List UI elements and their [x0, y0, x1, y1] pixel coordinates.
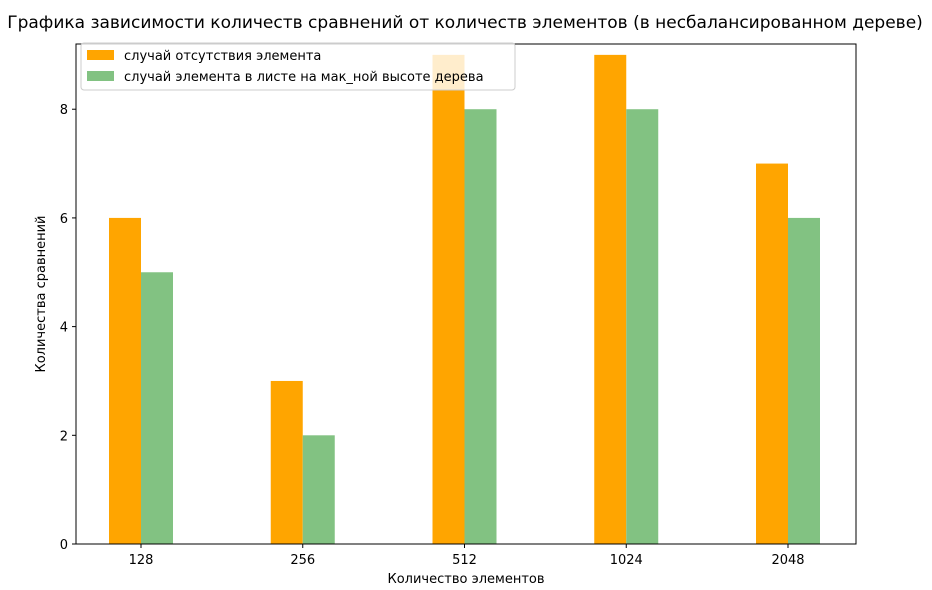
bar-series-1-128 — [109, 217, 141, 545]
y-tick-label-4: 4 — [60, 321, 68, 336]
bars-group — [109, 54, 820, 545]
legend-label-series-1: случай отсутствия элемента — [124, 49, 321, 64]
legend-swatch-series-2 — [87, 71, 114, 81]
chart-title: Графика зависимости количеств сравнений … — [7, 13, 923, 33]
x-axis-title: Количество элементов — [387, 572, 544, 587]
legend-swatch-series-1 — [87, 50, 114, 60]
x-tick-label-256: 256 — [290, 553, 315, 568]
legend-label-series-2: случай элемента в листе на мак_ной высот… — [124, 70, 484, 85]
bar-series-1-512 — [432, 54, 465, 544]
y-tick-label-8: 8 — [60, 103, 68, 118]
bar-series-1-1024 — [594, 54, 627, 544]
bar-series-2-2048 — [788, 217, 820, 545]
x-tick-label-1024: 1024 — [610, 553, 643, 568]
bar-series-2-1024 — [626, 109, 659, 544]
y-tick-label-6: 6 — [60, 212, 68, 227]
legend: случай отсутствия элемента случай элемен… — [80, 42, 516, 91]
y-axis-title: Количества сравнений — [34, 215, 49, 372]
y-axis-ticks: 0 2 4 6 8 — [60, 103, 76, 553]
bar-series-2-512 — [464, 109, 497, 544]
y-tick-label-0: 0 — [60, 538, 68, 553]
x-tick-label-128: 128 — [129, 553, 154, 568]
legend-box — [80, 42, 516, 91]
y-tick-label-2: 2 — [60, 429, 68, 444]
bar-series-2-128 — [141, 272, 173, 544]
bar-series-1-2048 — [756, 163, 788, 544]
x-axis-ticks: 128 256 512 1024 2048 — [129, 544, 805, 568]
bar-series-2-256 — [302, 435, 335, 544]
x-tick-label-2048: 2048 — [771, 553, 804, 568]
x-tick-label-512: 512 — [452, 553, 477, 568]
bar-series-1-256 — [270, 380, 303, 544]
